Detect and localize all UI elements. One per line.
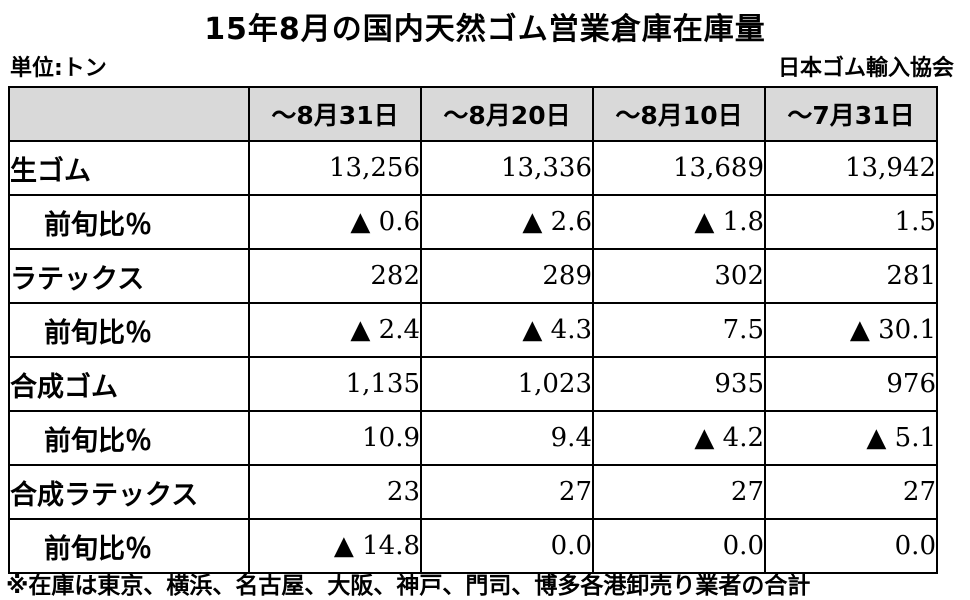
table-cell: 13,336 (420, 140, 594, 196)
table-cell: ▲ 1.8 (592, 194, 766, 250)
table-cell: 7.5 (592, 302, 766, 358)
table-cell: 13,689 (592, 140, 766, 196)
column-header: 〜8月20日 (420, 86, 594, 142)
table-cell: 13,256 (248, 140, 422, 196)
table-cell: 0.0 (420, 518, 594, 574)
table-cell: ▲ 0.6 (248, 194, 422, 250)
table-cell: 302 (592, 248, 766, 304)
table-cell: 935 (592, 356, 766, 412)
table-cell: 282 (248, 248, 422, 304)
row-label-change: 前旬比％ (8, 410, 250, 466)
table-cell: ▲ 14.8 (248, 518, 422, 574)
column-header: 〜8月31日 (248, 86, 422, 142)
table-cell: 1,023 (420, 356, 594, 412)
source-label: 日本ゴム輸入協会 (777, 56, 954, 81)
table-cell: 281 (764, 248, 938, 304)
row-label-change: 前旬比％ (8, 302, 250, 358)
table-cell: 27 (592, 464, 766, 520)
row-label: 生ゴム (8, 140, 250, 196)
row-label-change: 前旬比％ (8, 194, 250, 250)
table-cell: 0.0 (592, 518, 766, 574)
inventory-table: 〜8月31日 〜8月20日 〜8月10日 〜7月31日 生ゴム 13,256 13,… (8, 86, 938, 574)
table-cell: ▲ 5.1 (764, 410, 938, 466)
table-corner-cell (8, 86, 250, 142)
row-label-change: 前旬比％ (8, 518, 250, 574)
table-cell: 9.4 (420, 410, 594, 466)
row-label: 合成ラテックス (8, 464, 250, 520)
table-cell: ▲ 4.2 (592, 410, 766, 466)
table-cell: 1.5 (764, 194, 938, 250)
table-cell: 23 (248, 464, 422, 520)
unit-label: 単位:トン (10, 56, 107, 81)
table-row: 合成ゴム 1,135 1,023 935 976 (8, 356, 938, 412)
table-row: 前旬比％ ▲ 2.4 ▲ 4.3 7.5 ▲ 30.1 (8, 302, 938, 358)
footnote: ※在庫は東京、横浜、名古屋、大阪、神戸、門司、博多各港卸売り業者の合計 (6, 573, 811, 599)
column-header: 〜7月31日 (764, 86, 938, 142)
table-row: 生ゴム 13,256 13,336 13,689 13,942 (8, 140, 938, 196)
table-row: 前旬比％ ▲ 14.8 0.0 0.0 0.0 (8, 518, 938, 574)
table-cell: 976 (764, 356, 938, 412)
table-cell: 27 (764, 464, 938, 520)
table-cell: 289 (420, 248, 594, 304)
row-label: 合成ゴム (8, 356, 250, 412)
table-row: ラテックス 282 289 302 281 (8, 248, 938, 304)
table-cell: 13,942 (764, 140, 938, 196)
table-cell: ▲ 2.4 (248, 302, 422, 358)
table-cell: 27 (420, 464, 594, 520)
table-cell: 0.0 (764, 518, 938, 574)
table-row: 前旬比％ ▲ 0.6 ▲ 2.6 ▲ 1.8 1.5 (8, 194, 938, 250)
table-cell: 1,135 (248, 356, 422, 412)
table-cell: ▲ 2.6 (420, 194, 594, 250)
table-cell: ▲ 30.1 (764, 302, 938, 358)
table-row: 前旬比％ 10.9 9.4 ▲ 4.2 ▲ 5.1 (8, 410, 938, 466)
row-label: ラテックス (8, 248, 250, 304)
page-title: 15年8月の国内天然ゴム営業倉庫在庫量 (204, 12, 766, 47)
table-cell: ▲ 4.3 (420, 302, 594, 358)
table-cell: 10.9 (248, 410, 422, 466)
table-row: 合成ラテックス 23 27 27 27 (8, 464, 938, 520)
column-header: 〜8月10日 (592, 86, 766, 142)
table-header-row: 〜8月31日 〜8月20日 〜8月10日 〜7月31日 (8, 86, 938, 142)
